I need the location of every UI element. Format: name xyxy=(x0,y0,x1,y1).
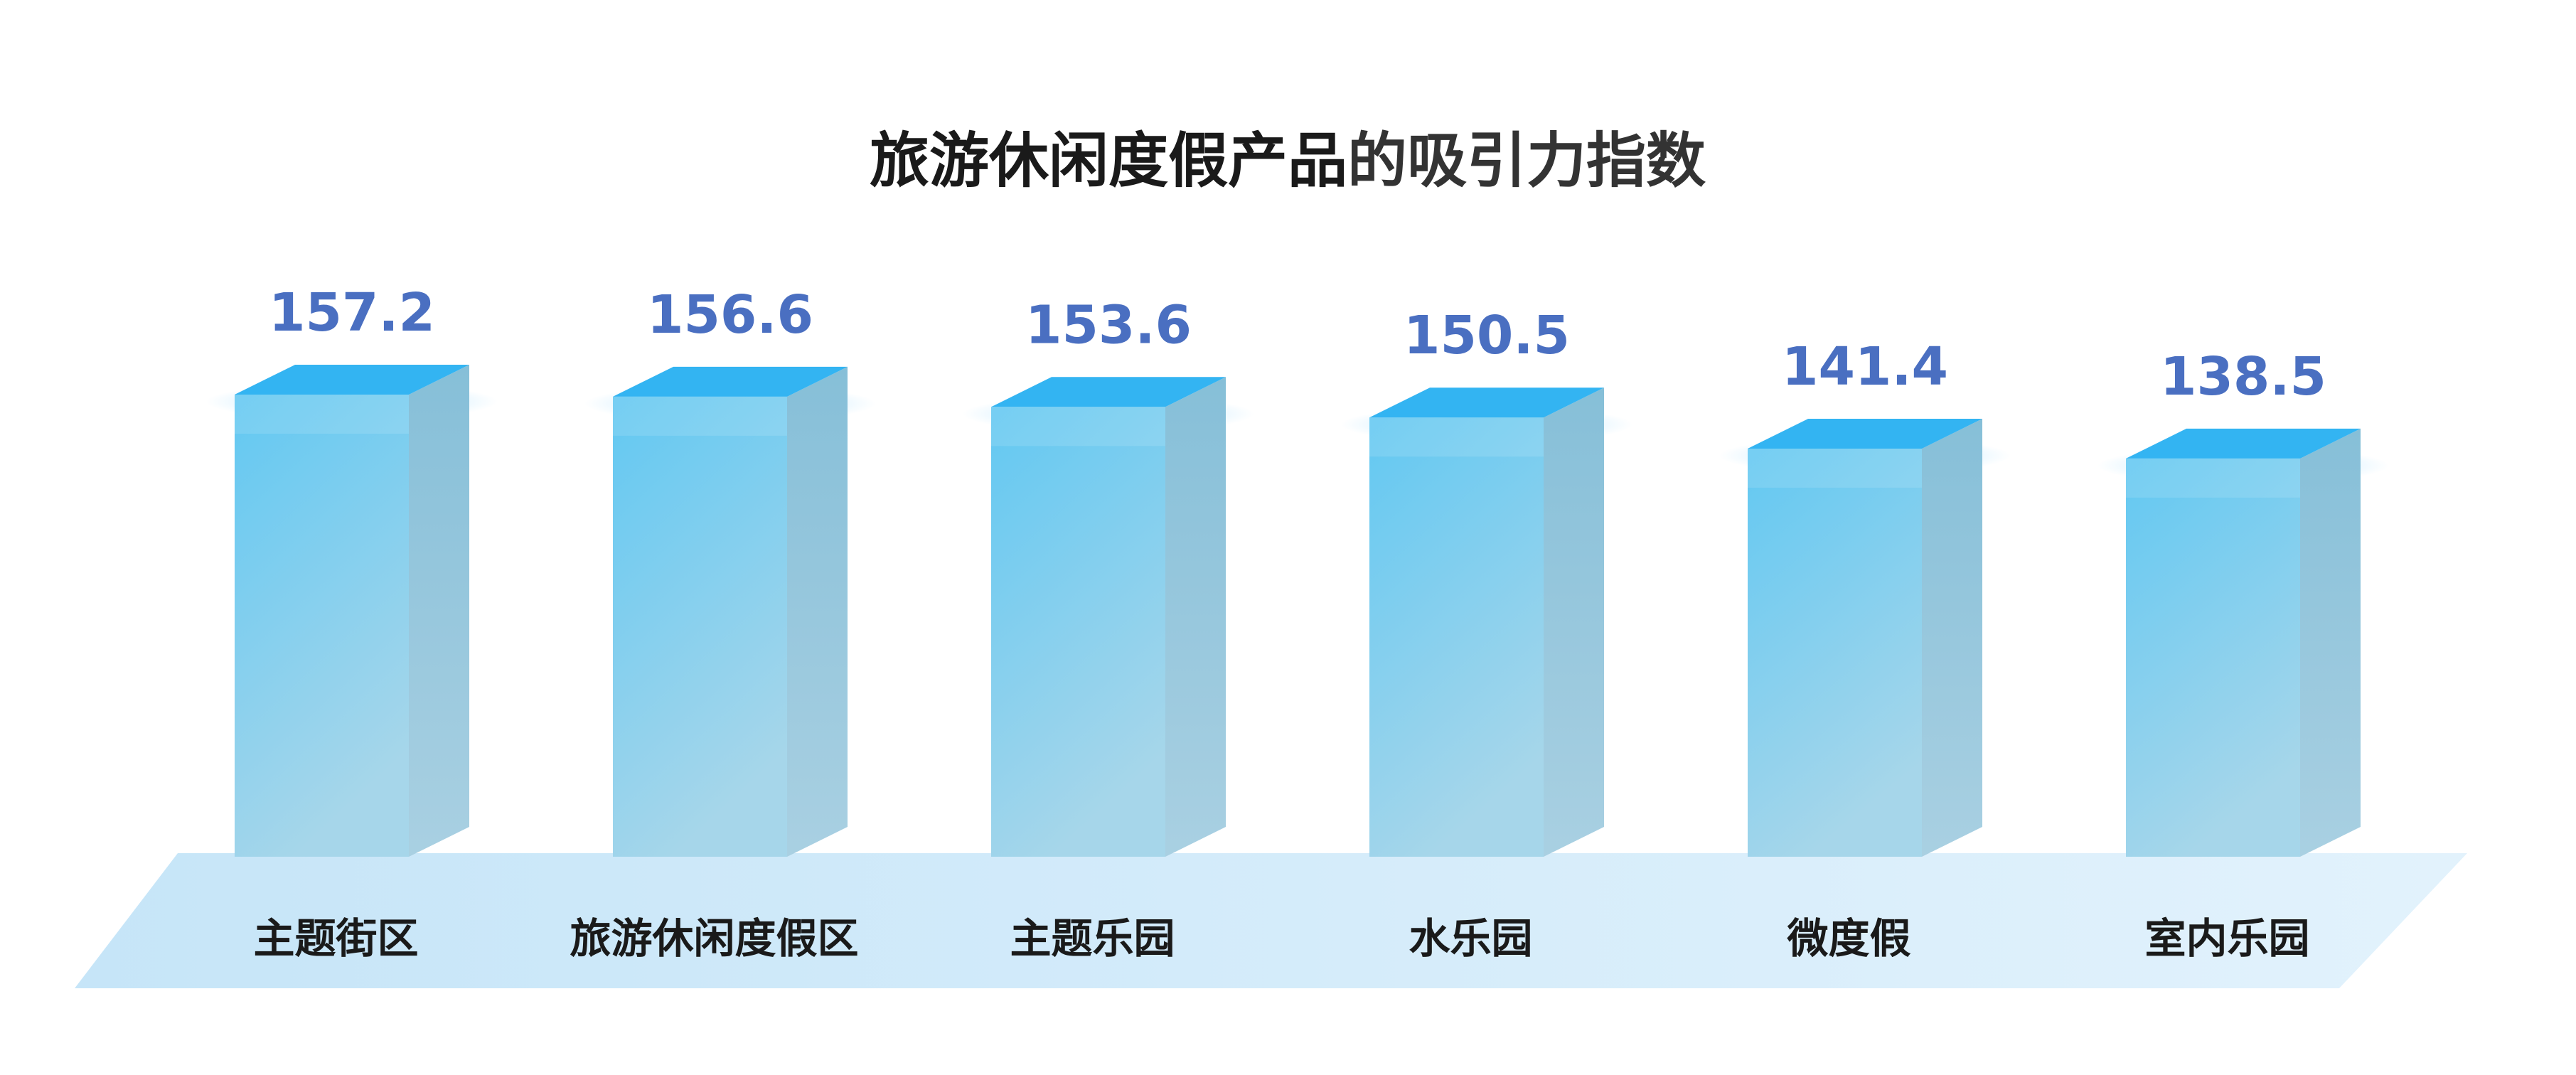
bar-front xyxy=(1369,417,1544,857)
bar-top xyxy=(1369,387,1604,418)
bar-side xyxy=(1922,418,1982,857)
bar-side xyxy=(1165,377,1226,857)
category-label: 微度假 xyxy=(1786,914,1910,963)
chart-title-primary: 旅游休闲度假产品 xyxy=(870,126,1347,196)
category-labels-group: 主题街区 旅游休闲度假区 主题乐园 水乐园 微度假 室内乐园 xyxy=(253,914,2309,963)
bar xyxy=(2097,428,2389,857)
bar xyxy=(963,377,1254,857)
bar-side xyxy=(2300,428,2361,857)
category-label: 主题街区 xyxy=(253,914,418,963)
bar-top-band xyxy=(1748,448,1922,488)
category-label: 主题乐园 xyxy=(1010,914,1175,963)
chart-title-secondary: 的吸引力指数 xyxy=(1347,126,1706,196)
bar-side xyxy=(787,366,848,857)
bar xyxy=(584,366,876,857)
bar-value-label: 150.5 xyxy=(1404,305,1570,366)
bar-value-label: 156.6 xyxy=(647,284,813,346)
bar-front xyxy=(2126,458,2300,857)
bar-top-band xyxy=(1369,417,1544,457)
bar-value-label: 138.5 xyxy=(2160,346,2326,407)
bar-top xyxy=(2126,428,2361,459)
bar-value-label: 153.6 xyxy=(1025,294,1192,355)
bar-top-band xyxy=(991,407,1165,446)
bar-top xyxy=(991,377,1226,407)
category-label: 水乐园 xyxy=(1409,914,1532,963)
bar-top xyxy=(613,366,848,397)
bar-top-band xyxy=(2126,458,2300,498)
bar-top xyxy=(1748,418,1982,449)
bar xyxy=(206,365,498,857)
bar-value-label: 141.4 xyxy=(1782,336,1948,397)
category-label: 旅游休闲度假区 xyxy=(570,914,858,963)
bar xyxy=(1341,387,1632,857)
chart-floor xyxy=(75,853,2467,988)
bar-front xyxy=(991,407,1165,857)
bar xyxy=(1719,418,2011,857)
bar-side xyxy=(409,365,469,857)
bar-front xyxy=(1748,448,1922,857)
bar-value-label: 157.2 xyxy=(269,282,435,343)
bar-top xyxy=(235,365,469,395)
bar-front xyxy=(613,396,787,857)
category-label: 室内乐园 xyxy=(2144,914,2309,963)
bar-front xyxy=(235,395,409,857)
value-labels-group: 157.2 156.6 153.6 150.5 141.4 138.5 xyxy=(269,282,2326,407)
bars-group xyxy=(206,365,2389,857)
bar-top-band xyxy=(613,396,787,436)
chart-title: 旅游休闲度假产品的吸引力指数 xyxy=(870,126,1706,196)
bar-top-band xyxy=(235,395,409,434)
bar-side xyxy=(1544,387,1604,857)
